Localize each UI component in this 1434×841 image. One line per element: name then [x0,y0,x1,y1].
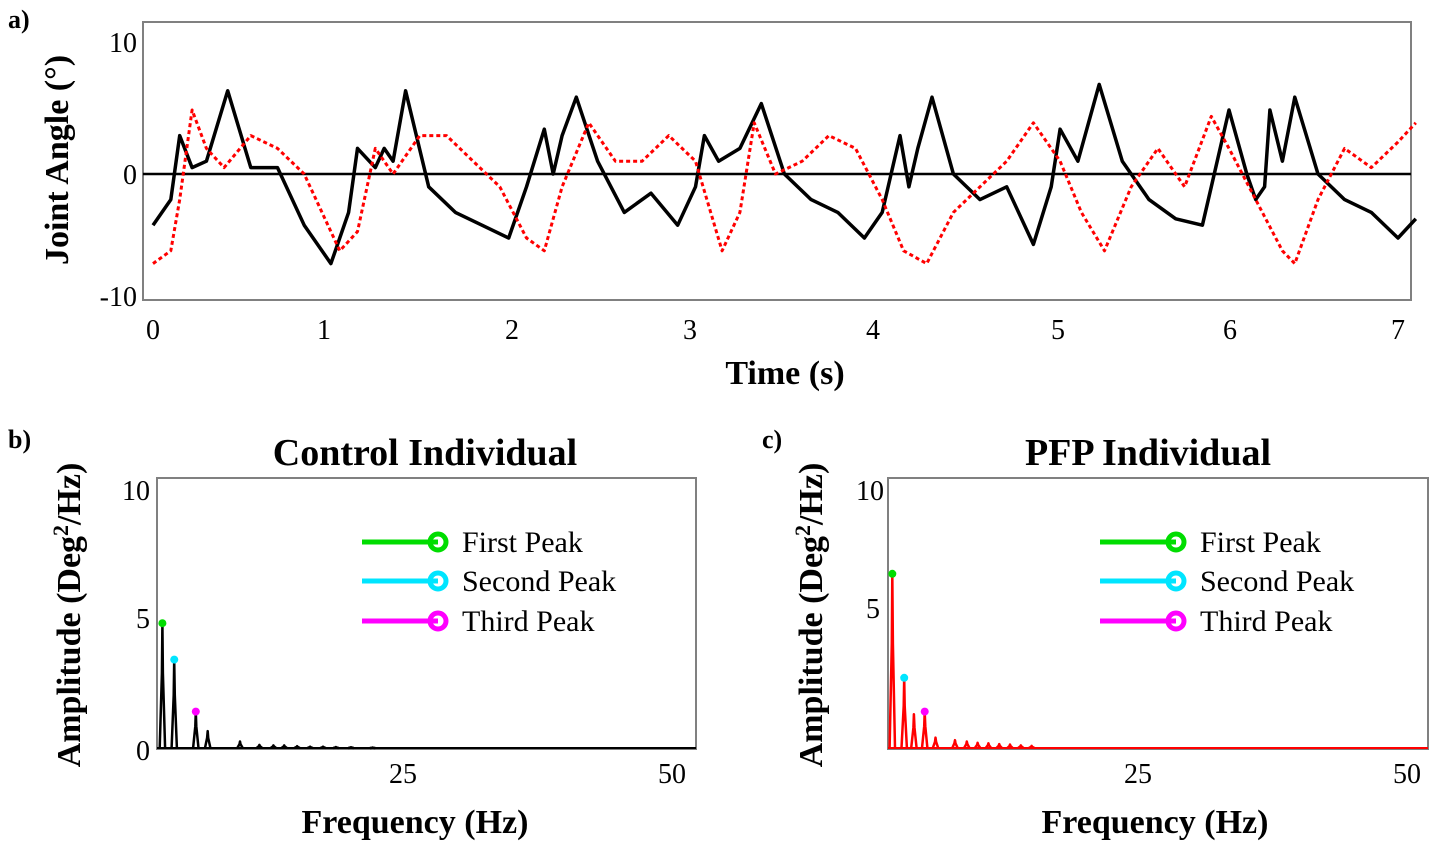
panel-a-ytick-10: 10 [109,28,137,59]
panel-b-spectrum-peak [236,740,244,749]
panel-c-ylabel: Amplitude (Deg2/Hz) [790,463,830,768]
panel-c-spectrum-peak [1006,743,1014,749]
panel-c-spectrum-peak [984,742,993,749]
panel-b-xtick-50: 50 [658,759,686,790]
panel-b-ylabel: Amplitude (Deg2/Hz) [48,463,88,768]
panel-c-spectrum-peak [888,572,897,749]
panel-a-xtick-7: 7 [1391,315,1405,346]
panel-a-xtick-1: 1 [317,315,331,346]
panel-c-ylabel-end: /Hz) [793,463,830,526]
panel-b-marker-third-peak [191,707,200,716]
panel-b-spectrum-peak [369,746,376,750]
series-dotted-red-line [152,108,1417,266]
panel-a-xtick-0: 0 [146,315,160,346]
panel-a-frame [142,21,1412,301]
panel-b-spectrum-peak [306,745,314,750]
series-solid-black-line [151,82,1418,266]
panel-c-spectrum-peak [995,742,1003,749]
panel-b-frame [156,477,697,750]
panel-c-spectrum-peak [1017,744,1025,750]
panel-b-spectrum-peak [158,621,167,749]
panel-b-label: b) [8,425,31,454]
panel-a-xtick-6: 6 [1223,315,1237,346]
panel-b-ytick-5: 5 [136,604,150,635]
panel-c-spectrum-peak [963,740,971,749]
panel-b-spectrum-peak [255,743,263,749]
panel-c-spectrum-peak [1028,744,1035,750]
panel-b-peak-markers [158,619,200,716]
panel-c-xtick-50: 50 [1393,759,1421,790]
panel-a-xtick-3: 3 [683,315,697,346]
panel-c-title: PFP Individual [1025,432,1271,474]
panel-b-spectrum-peak [319,745,327,750]
panel-c-frame [887,477,1429,750]
panel-b-spectrum-peak [203,729,212,749]
panel-a-ytick-neg10: -10 [100,282,137,313]
panel-b-spectrum-peak [280,744,288,750]
panel-c-spectrum-peak [900,676,909,749]
panel-b-marker-second-peak [170,655,179,664]
panel-a: a) 10 0 -10 0 1 2 3 4 5 6 7 Time (s) Joi… [8,5,1418,392]
panel-c-ytick-5: 5 [866,594,880,625]
panel-c-legend-third-label: Third Peak [1200,605,1332,638]
panel-c-legend: First Peak Second Peak Third Peak [1100,526,1354,638]
panel-a-ytick-0: 0 [123,160,137,191]
panel-c-spectrum-peak [951,738,959,749]
panel-c-ylabel-main: Amplitude (Deg [793,536,830,767]
panel-a-xlabel: Time (s) [725,355,844,392]
panel-c: c) PFP Individual 10 5 25 50 Frequency (… [762,425,1429,841]
panel-b-legend-third-marker [427,610,449,632]
panel-b-marker-first-peak [158,619,167,628]
panel-a-series-group [151,82,1418,266]
panel-b-legend-third-label: Third Peak [462,605,594,638]
panel-b-spectrum-peak [170,658,179,749]
panel-a-ylabel: Joint Angle (°) [39,55,76,265]
panel-b-ylabel-main: Amplitude (Deg [51,536,88,767]
panel-c-spectrum-peak [931,736,940,749]
panel-c-peak-markers [888,569,929,716]
panel-b-spectrum-peak [191,710,200,749]
panel-c-spectrum-group [888,572,1428,750]
panel-b-legend-first-label: First Peak [462,526,583,559]
panel-b-spectrum-group [157,621,696,750]
panel-b-spectrum-peak [293,744,301,750]
panel-c-legend-second-marker [1165,570,1187,592]
panel-b-ytick-10: 10 [122,476,150,507]
panel-c-spectrum-peak [920,710,929,749]
panel-b: b) Control Individual 10 5 0 25 50 Frequ… [8,425,697,841]
panel-b-legend-second-label: Second Peak [462,565,616,598]
panel-b-spectrum-peak [348,745,354,750]
panel-a-xtick-5: 5 [1051,315,1065,346]
panel-c-marker-third-peak [920,707,929,716]
panel-b-legend-second-marker [427,570,449,592]
panel-b-legend-first-marker [427,531,449,553]
panel-b-ylabel-end: /Hz) [51,463,88,526]
panel-b-spectrum-peak [269,744,277,750]
panel-c-legend-first-label: First Peak [1200,526,1321,559]
panel-c-ytick-10: 10 [856,476,884,507]
panel-b-spectrum-peak [332,745,339,750]
panel-b-xtick-25: 25 [389,759,417,790]
panel-c-marker-second-peak [900,673,909,682]
panel-c-legend-second-label: Second Peak [1200,565,1354,598]
panel-c-legend-third-marker [1165,610,1187,632]
panel-a-xtick-4: 4 [866,315,880,346]
panel-c-spectrum-peak [973,741,982,749]
panel-b-ytick-0: 0 [136,736,150,767]
panel-a-label: a) [8,5,30,34]
panel-c-xlabel: Frequency (Hz) [1042,804,1269,841]
panel-b-xlabel: Frequency (Hz) [302,804,529,841]
panel-c-marker-first-peak [888,569,897,578]
panel-c-legend-first-marker [1165,531,1187,553]
panel-a-xtick-2: 2 [505,315,519,346]
panel-b-title: Control Individual [273,432,577,474]
panel-c-label: c) [762,425,782,454]
panel-b-legend: First Peak Second Peak Third Peak [362,526,616,638]
panel-c-xtick-25: 25 [1124,759,1152,790]
panel-c-ylabel-sup: 2 [790,525,815,536]
panel-b-ylabel-sup: 2 [48,525,73,536]
panel-c-spectrum-peak [909,712,918,749]
